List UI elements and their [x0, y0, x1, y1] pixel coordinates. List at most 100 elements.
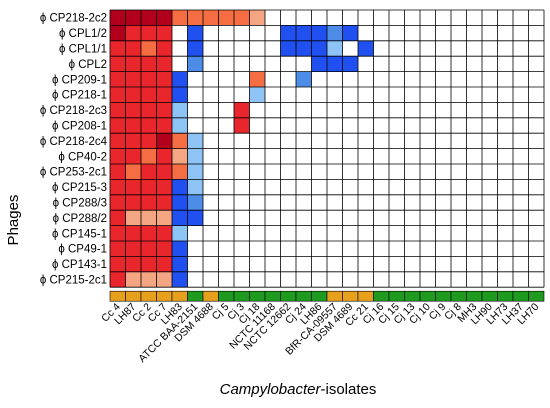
- heatmap-cell: [358, 10, 374, 26]
- heatmap-cell: [156, 164, 172, 180]
- heatmap-cell: [172, 56, 188, 72]
- heatmap-cell: [296, 271, 312, 288]
- heatmap-cell: [389, 25, 405, 41]
- heatmap-cell: [265, 194, 281, 211]
- heatmap-cell: [234, 117, 250, 134]
- heatmap-cell: [528, 10, 544, 26]
- heatmap-cell: [172, 87, 188, 103]
- heatmap-cell: [497, 25, 513, 41]
- row-label: ϕ CP218-2c3: [40, 105, 107, 117]
- heatmap-cell: [110, 210, 126, 226]
- heatmap-cell: [280, 40, 296, 57]
- heatmap-cell: [528, 256, 544, 272]
- heatmap-cell: [280, 117, 296, 134]
- heatmap-cell: [125, 25, 141, 41]
- heatmap-cell: [125, 133, 141, 149]
- heatmap-cell: [311, 117, 327, 134]
- heatmap-cell: [156, 241, 172, 257]
- heatmap-cell: [296, 210, 312, 226]
- heatmap-cell: [358, 71, 374, 87]
- species-bar-cell: [156, 290, 173, 302]
- heatmap-cell: [234, 164, 250, 180]
- heatmap-cell: [172, 10, 188, 26]
- heatmap-cell: [513, 10, 529, 26]
- heatmap-cell: [513, 210, 529, 226]
- species-bar-cell: [233, 290, 250, 302]
- heatmap-cell: [482, 164, 498, 180]
- heatmap-cell: [342, 241, 358, 257]
- heatmap-cell: [187, 117, 203, 134]
- row-label: ϕ CP143-1: [52, 259, 107, 271]
- heatmap-cell: [482, 56, 498, 72]
- heatmap-cell: [187, 40, 203, 57]
- heatmap-cells: [110, 10, 544, 288]
- heatmap-cell: [497, 241, 513, 257]
- heatmap-cell: [265, 225, 281, 241]
- heatmap-cell: [156, 71, 172, 87]
- heatmap-cell: [141, 194, 157, 211]
- heatmap-cell: [218, 194, 234, 211]
- heatmap-cell: [528, 40, 544, 57]
- heatmap-cell: [141, 40, 157, 57]
- species-bar-cell: [435, 290, 452, 302]
- heatmap-cell: [280, 148, 296, 164]
- heatmap-cell: [513, 271, 529, 288]
- heatmap-cell: [110, 133, 126, 149]
- heatmap-cell: [342, 71, 358, 87]
- heatmap-cell: [342, 271, 358, 288]
- heatmap-cell: [497, 87, 513, 103]
- heatmap-cell: [311, 164, 327, 180]
- heatmap-cell: [451, 56, 467, 72]
- heatmap-cell: [373, 25, 389, 41]
- heatmap-cell: [497, 40, 513, 57]
- heatmap-cell: [249, 133, 265, 149]
- heatmap-cell: [513, 102, 529, 118]
- heatmap-cell: [141, 164, 157, 180]
- heatmap-cell: [435, 133, 451, 149]
- heatmap-cell: [389, 102, 405, 118]
- heatmap-cell: [125, 87, 141, 103]
- heatmap-cell: [451, 87, 467, 103]
- heatmap-cell: [342, 56, 358, 72]
- heatmap-cell: [358, 87, 374, 103]
- heatmap-cell: [435, 102, 451, 118]
- species-bar-cell: [109, 290, 126, 302]
- row-label: ϕ CP218-1: [52, 90, 107, 102]
- heatmap-cell: [110, 179, 126, 195]
- heatmap-cell: [110, 71, 126, 87]
- heatmap-cell: [373, 87, 389, 103]
- heatmap-cell: [110, 194, 126, 211]
- heatmap-cell: [187, 10, 203, 26]
- heatmap-cell: [420, 10, 436, 26]
- heatmap-cell: [420, 179, 436, 195]
- heatmap-cell: [404, 194, 420, 211]
- heatmap-cell: [141, 56, 157, 72]
- heatmap-cell: [404, 225, 420, 241]
- heatmap-cell: [249, 25, 265, 41]
- heatmap-cell: [125, 210, 141, 226]
- heatmap-cell: [280, 225, 296, 241]
- heatmap-cell: [327, 117, 343, 134]
- heatmap-cell: [187, 241, 203, 257]
- heatmap-cell: [172, 164, 188, 180]
- heatmap-cell: [141, 179, 157, 195]
- heatmap-cell: [528, 102, 544, 118]
- heatmap-cell: [342, 148, 358, 164]
- row-label: ϕ CP253-2c1: [40, 167, 107, 179]
- heatmap-cell: [528, 71, 544, 87]
- heatmap-cell: [327, 25, 343, 41]
- heatmap-cell: [172, 25, 188, 41]
- heatmap-cell: [404, 164, 420, 180]
- heatmap-cell: [358, 179, 374, 195]
- heatmap-cell: [141, 148, 157, 164]
- heatmap-cell: [311, 271, 327, 288]
- heatmap-cell: [125, 117, 141, 134]
- heatmap-cell: [125, 194, 141, 211]
- y-axis-title: Phages: [5, 195, 22, 246]
- heatmap-cell: [234, 87, 250, 103]
- heatmap-cell: [451, 40, 467, 57]
- species-bar-cell: [388, 290, 405, 302]
- heatmap-cell: [110, 271, 126, 288]
